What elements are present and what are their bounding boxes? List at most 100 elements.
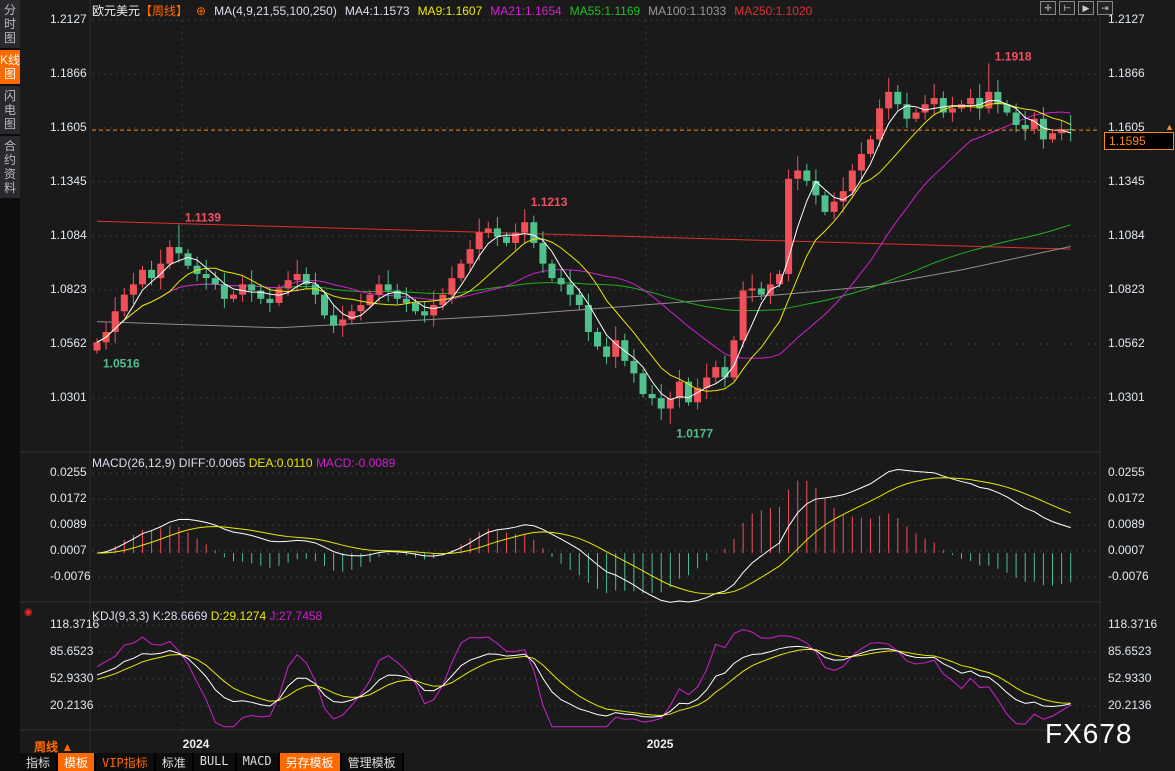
candle bbox=[548, 263, 556, 279]
candle bbox=[448, 278, 456, 295]
tab-indicators[interactable]: 指标 bbox=[20, 753, 59, 771]
candle bbox=[630, 360, 638, 374]
candle bbox=[393, 290, 401, 299]
candle bbox=[93, 342, 101, 351]
ma-label[interactable]: MA(4,9,21,55,100,250) bbox=[214, 4, 337, 18]
year-label: 2024 bbox=[183, 737, 210, 751]
price-axis-label: 1.0823 bbox=[1108, 281, 1145, 296]
kdj-label: KDJ(9,3,3) bbox=[92, 609, 150, 623]
macd-axis-label: 0.0089 bbox=[50, 517, 87, 532]
watermark-logo: FX678 bbox=[1045, 718, 1133, 749]
tab-macd[interactable]: MACD bbox=[236, 753, 280, 771]
candle bbox=[220, 284, 228, 299]
candle bbox=[976, 98, 984, 109]
candle bbox=[148, 269, 156, 279]
candle bbox=[120, 294, 128, 312]
ma9-value: MA9:1.1607 bbox=[417, 4, 483, 18]
price-axis-label: 1.0562 bbox=[1108, 335, 1145, 350]
candle bbox=[830, 201, 838, 212]
tab-templates[interactable]: 模板 bbox=[58, 753, 97, 771]
price-axis-label: 1.0823 bbox=[50, 281, 87, 296]
kdj-axis-label: 85.6523 bbox=[50, 643, 94, 658]
candle bbox=[712, 367, 720, 378]
tab-bull[interactable]: BULL bbox=[193, 753, 237, 771]
candle bbox=[675, 381, 683, 399]
play-icon[interactable]: ▶ bbox=[1078, 1, 1094, 15]
period-selector[interactable]: 周线 ▲ bbox=[34, 740, 74, 754]
kdj-axis-label: 20.2136 bbox=[50, 697, 94, 712]
candle bbox=[384, 284, 392, 291]
candle bbox=[184, 253, 192, 266]
kdj-d-line bbox=[96, 648, 1071, 716]
tab-contract-info[interactable]: 合约资料 bbox=[0, 136, 20, 198]
candle bbox=[930, 98, 938, 105]
candle bbox=[584, 305, 592, 332]
kdj-axis-label: 118.3716 bbox=[50, 617, 100, 631]
ma100-line bbox=[96, 245, 1071, 329]
candle bbox=[639, 373, 647, 395]
candle bbox=[694, 387, 702, 403]
candle bbox=[139, 269, 146, 285]
candle bbox=[202, 273, 210, 279]
move-right-icon[interactable]: ⇥ bbox=[1097, 1, 1113, 15]
save-template-button[interactable]: 另存模板 bbox=[279, 753, 342, 771]
macd-axis-label: 0.0007 bbox=[50, 542, 87, 557]
candle bbox=[129, 284, 137, 295]
candle bbox=[566, 284, 574, 295]
candle bbox=[894, 91, 902, 105]
price-extreme-label: 1.1213 bbox=[531, 195, 568, 209]
price-extreme-label: 1.1918 bbox=[995, 49, 1032, 63]
price-extreme-label: 1.1139 bbox=[185, 211, 221, 225]
candle bbox=[1030, 118, 1038, 130]
price-extreme-label: 1.0516 bbox=[103, 356, 140, 370]
candle bbox=[912, 112, 920, 119]
macd-diff-line bbox=[96, 469, 1071, 603]
candle bbox=[776, 273, 783, 285]
price-axis-label: 1.1084 bbox=[50, 227, 87, 242]
tab-intraday[interactable]: 分时图 bbox=[0, 0, 20, 48]
scroll-up-icon[interactable]: ▲ bbox=[1165, 122, 1174, 132]
candle bbox=[848, 170, 856, 192]
add-icon[interactable]: ⊕ bbox=[196, 4, 207, 18]
price-axis-label: 1.2127 bbox=[50, 12, 87, 26]
candle bbox=[939, 98, 947, 113]
tab-kline[interactable]: K线图 bbox=[0, 50, 20, 84]
price-axis-label: 1.1345 bbox=[50, 173, 87, 188]
tab-standard[interactable]: 标准 bbox=[155, 753, 194, 771]
price-extreme-label: 1.0177 bbox=[676, 427, 713, 441]
period-label: 【周线】 bbox=[140, 4, 189, 18]
macd-axis-label: 0.0089 bbox=[1108, 517, 1145, 532]
candle bbox=[348, 311, 356, 320]
candle bbox=[557, 278, 565, 285]
tab-vip-indicators[interactable]: VIP指标 bbox=[96, 753, 156, 771]
candle bbox=[1058, 129, 1066, 134]
kdj-axis-label: 118.3716 bbox=[1108, 617, 1158, 631]
macd-axis-label: 0.0255 bbox=[1108, 465, 1145, 479]
candle bbox=[967, 98, 975, 105]
candle bbox=[648, 394, 656, 399]
tab-flash[interactable]: 闪电图 bbox=[0, 86, 20, 134]
price-axis-label: 1.0301 bbox=[1108, 389, 1145, 404]
manage-templates-button[interactable]: 管理模板 bbox=[341, 753, 404, 771]
candle bbox=[876, 108, 884, 140]
candle bbox=[594, 331, 601, 347]
candle bbox=[430, 305, 438, 316]
candle bbox=[466, 249, 474, 264]
candle bbox=[211, 278, 219, 285]
crosshair-icon[interactable]: ✛ bbox=[1040, 1, 1056, 15]
candle bbox=[302, 273, 310, 285]
candle bbox=[612, 340, 620, 357]
candle bbox=[603, 346, 611, 357]
price-axis-label: 1.0301 bbox=[50, 389, 87, 404]
candle bbox=[1067, 129, 1075, 131]
candle bbox=[284, 280, 292, 289]
candle bbox=[530, 222, 538, 243]
indicator-alert-icon[interactable]: ◉ bbox=[24, 607, 33, 618]
zoom-range-icon[interactable]: ⊢ bbox=[1059, 1, 1075, 15]
candle bbox=[803, 170, 811, 181]
kdj-axis-label: 52.9330 bbox=[50, 670, 94, 685]
candle bbox=[230, 294, 237, 299]
kdj-d: D:29.1274 bbox=[210, 609, 267, 623]
ma4-line bbox=[96, 100, 1071, 401]
